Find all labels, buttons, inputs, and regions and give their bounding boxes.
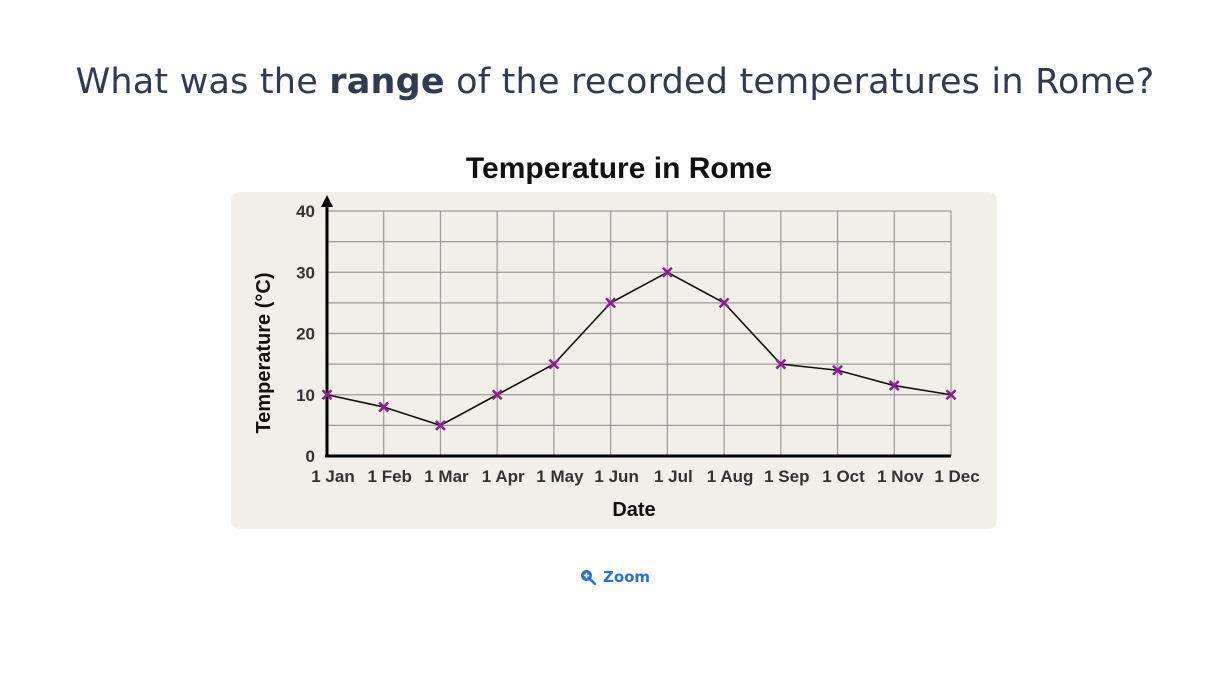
zoom-button[interactable]: Zoom [0, 568, 1230, 586]
data-point-marker [832, 364, 843, 376]
y-axis-title: Temperature (°C) [253, 273, 275, 434]
data-point-marker [888, 380, 900, 391]
x-tick-label: 1 Dec [934, 467, 979, 486]
data-point-marker [435, 419, 446, 431]
x-tick-label: 1 Apr [482, 467, 525, 486]
marker-stroke [378, 401, 390, 413]
y-tick-label: 40 [296, 202, 315, 221]
marker-stroke [321, 389, 333, 401]
zoom-label: Zoom [602, 568, 651, 586]
marker-stroke [945, 389, 957, 401]
marker-stroke [605, 297, 617, 309]
y-tick-label: 30 [296, 263, 315, 282]
question-prefix: What was the [75, 62, 318, 102]
marker-stroke [548, 358, 560, 370]
marker-stroke [888, 380, 900, 391]
chart-panel [231, 192, 997, 529]
marker-stroke [718, 297, 730, 309]
chart-axes [321, 195, 951, 458]
x-tick-label: 1 Jan [311, 467, 354, 486]
question-text: What was the range of the recorded tempe… [0, 62, 1230, 102]
y-tick-label: 10 [296, 386, 315, 405]
x-tick-label: 1 Feb [368, 467, 412, 486]
zoom-in-icon [580, 570, 596, 585]
marker-stroke [661, 266, 673, 278]
data-point-marker [661, 266, 673, 278]
marker-stroke [491, 389, 503, 401]
question-suffix: of the recorded temperatures in Rome? [456, 62, 1155, 102]
chart-title: Temperature in Rome [466, 152, 772, 185]
x-tick-label: 1 Jul [654, 467, 693, 486]
data-point-marker [605, 297, 617, 309]
data-point-marker [718, 297, 730, 309]
x-tick-label: 1 Aug [707, 467, 754, 486]
x-tick-label: 1 Oct [822, 467, 865, 486]
x-tick-label: 1 Jun [594, 467, 638, 486]
y-axis-ticks: 0 10 20 30 40 [296, 202, 315, 466]
data-markers [321, 266, 957, 431]
x-tick-label: 1 Mar [424, 467, 469, 486]
x-tick-label: 1 Sep [764, 467, 809, 486]
temperature-line [326, 271, 952, 427]
x-axis-title: Date [612, 499, 655, 521]
y-axis-arrow [321, 195, 333, 207]
y-tick-label: 0 [306, 447, 315, 466]
data-point-marker [548, 358, 560, 370]
x-axis-ticks: 1 Jan 1 Feb 1 Mar 1 Apr 1 May 1 Jun 1 Jul 1 Aug… [311, 467, 979, 486]
question-keyword: range [329, 62, 445, 102]
marker-stroke [435, 419, 446, 431]
data-point-marker [775, 358, 787, 370]
data-point-marker [321, 389, 333, 401]
data-point-marker [491, 389, 503, 401]
y-tick-label: 20 [296, 325, 315, 344]
marker-stroke [775, 358, 787, 370]
marker-stroke [832, 364, 843, 376]
data-point-marker [378, 401, 390, 413]
data-point-marker [945, 389, 957, 401]
x-tick-label: 1 May [536, 467, 584, 486]
x-tick-label: 1 Nov [877, 467, 924, 486]
